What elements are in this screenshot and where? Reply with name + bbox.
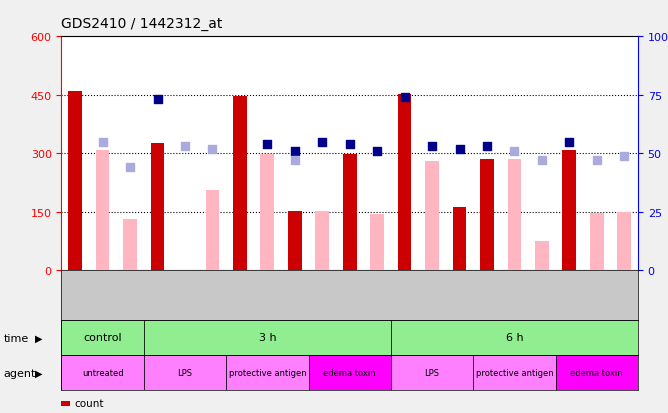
Bar (309, 355, 391, 390)
Bar (144, 355, 226, 390)
Bar (226, 355, 309, 390)
Text: LPS: LPS (178, 368, 192, 377)
Point (427, 144, 438, 150)
Bar (96, 151, 110, 271)
Bar (343, 155, 357, 271)
Point (509, 148, 520, 155)
Point (536, 157, 547, 164)
Bar (206, 191, 219, 271)
Point (345, 141, 355, 148)
Point (98, 139, 108, 145)
Text: ▶: ▶ (35, 333, 43, 343)
Bar (288, 211, 302, 271)
Bar (68, 92, 82, 271)
Bar (391, 320, 638, 355)
Point (317, 139, 327, 145)
Text: agent: agent (3, 368, 35, 378)
Bar (123, 220, 137, 271)
Text: protective antigen: protective antigen (476, 368, 553, 377)
Bar (617, 213, 631, 271)
Bar (397, 95, 411, 271)
Text: ▶: ▶ (35, 368, 43, 378)
Bar (426, 161, 439, 271)
Bar (473, 355, 556, 390)
Bar (61, 320, 144, 355)
Bar (480, 160, 494, 271)
Bar (391, 355, 473, 390)
Bar (370, 215, 384, 271)
Bar (144, 320, 391, 355)
Text: edema toxin: edema toxin (323, 368, 376, 377)
Text: 3 h: 3 h (259, 332, 276, 343)
Bar (261, 155, 274, 271)
Text: protective antigen: protective antigen (228, 368, 306, 377)
Point (152, 97, 163, 104)
Bar (233, 97, 246, 271)
Bar (590, 214, 604, 271)
Text: GDS2410 / 1442312_at: GDS2410 / 1442312_at (61, 17, 223, 31)
Point (262, 141, 273, 148)
Bar (535, 241, 548, 271)
Bar (315, 211, 329, 271)
Text: untreated: untreated (81, 368, 124, 377)
Point (482, 144, 492, 150)
Point (372, 148, 383, 155)
Point (454, 146, 465, 152)
Point (564, 139, 574, 145)
Bar (562, 151, 576, 271)
Bar (453, 207, 466, 271)
Point (180, 144, 190, 150)
Bar (61, 355, 144, 390)
Text: edema toxin: edema toxin (570, 368, 623, 377)
Point (399, 95, 410, 101)
Point (619, 153, 629, 159)
Text: LPS: LPS (425, 368, 440, 377)
Text: 6 h: 6 h (506, 332, 523, 343)
Point (591, 157, 602, 164)
Bar (151, 144, 164, 271)
Text: time: time (3, 333, 29, 343)
Text: control: control (84, 332, 122, 343)
Point (289, 157, 300, 164)
Bar (508, 160, 521, 271)
Point (125, 164, 136, 171)
Bar (556, 355, 638, 390)
Point (207, 146, 218, 152)
Text: count: count (75, 399, 104, 408)
Point (289, 148, 300, 155)
